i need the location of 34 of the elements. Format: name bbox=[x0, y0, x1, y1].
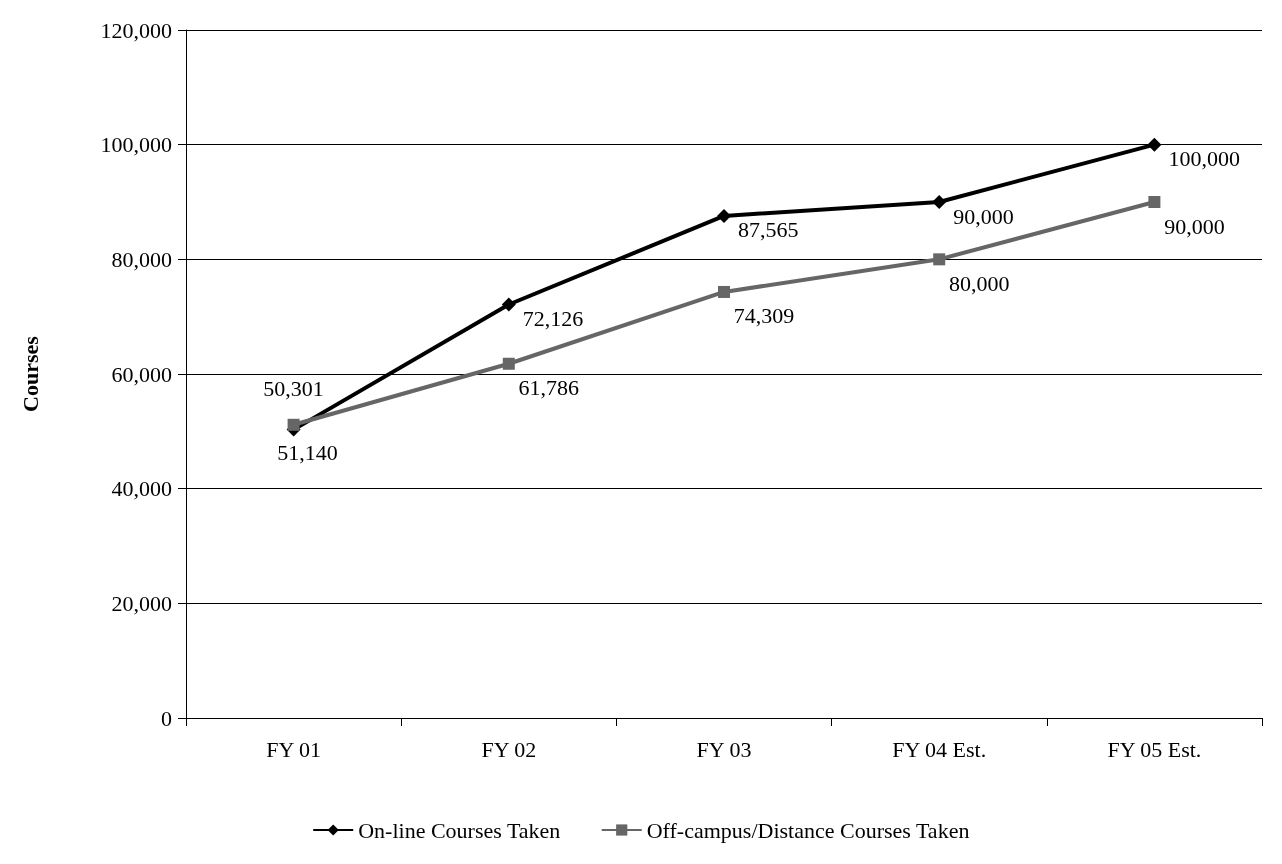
x-tick-label: FY 05 Est. bbox=[1107, 736, 1202, 762]
data-label: 61,786 bbox=[518, 375, 580, 401]
y-tick-label: 40,000 bbox=[111, 476, 172, 502]
data-label: 51,140 bbox=[277, 440, 338, 466]
y-tick-label: 100,000 bbox=[100, 132, 172, 158]
legend-label: Off-campus/Distance Courses Taken bbox=[646, 817, 970, 843]
point bbox=[717, 208, 731, 223]
point bbox=[1148, 196, 1161, 208]
x-tick-label: FY 03 bbox=[696, 736, 752, 762]
y-tick-label: 120,000 bbox=[100, 17, 172, 43]
data-label: 50,301 bbox=[263, 376, 324, 402]
data-label: 90,000 bbox=[953, 203, 1014, 229]
data-label: 90,000 bbox=[1164, 213, 1225, 239]
x-tick-label: FY 02 bbox=[481, 736, 537, 762]
point bbox=[287, 418, 300, 431]
x-tick-label: FY 01 bbox=[266, 736, 322, 762]
legend-label: On-line Courses Taken bbox=[358, 817, 561, 843]
point bbox=[718, 285, 730, 298]
data-label: 87,565 bbox=[738, 217, 799, 243]
y-tick-label: 60,000 bbox=[111, 361, 172, 387]
point bbox=[1147, 137, 1162, 152]
point bbox=[933, 253, 946, 266]
y-tick-label: 80,000 bbox=[111, 246, 172, 272]
y-tick-label: 0 bbox=[161, 705, 172, 731]
data-label: 74,309 bbox=[733, 303, 795, 329]
data-label: 100,000 bbox=[1168, 146, 1240, 172]
data-label: 80,000 bbox=[948, 270, 1010, 296]
point bbox=[502, 357, 515, 370]
x-tick-label: FY 04 Est. bbox=[892, 736, 987, 762]
point bbox=[501, 297, 516, 312]
y-axis-title: Courses bbox=[17, 335, 43, 412]
y-tick-label: 20,000 bbox=[111, 590, 172, 616]
data-label: 72,126 bbox=[522, 305, 584, 331]
point bbox=[932, 195, 947, 209]
